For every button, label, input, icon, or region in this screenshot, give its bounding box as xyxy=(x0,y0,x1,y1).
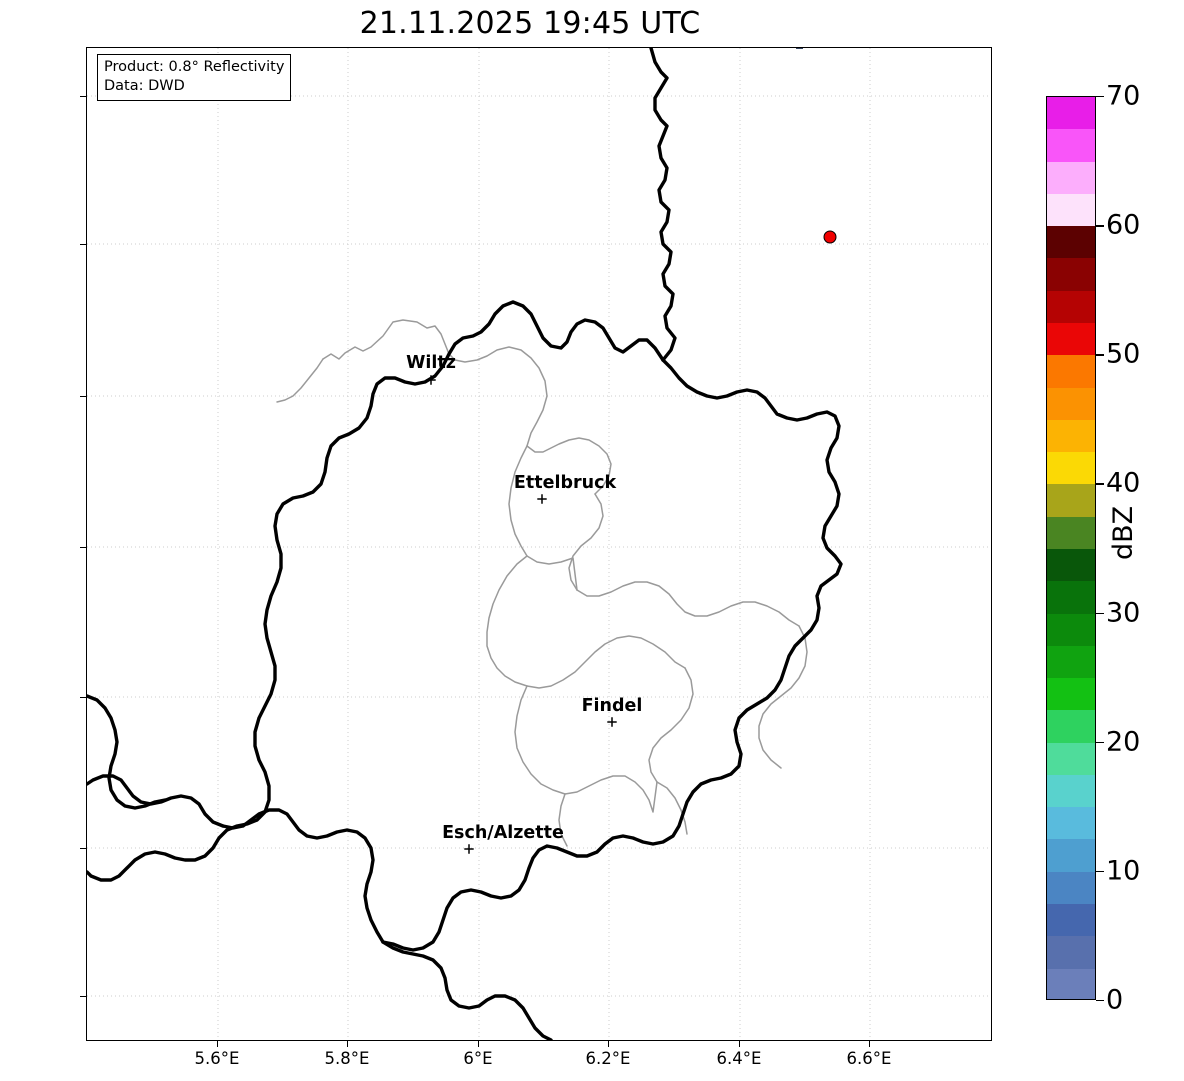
colorbar-band xyxy=(1047,258,1095,291)
colorbar-tick-label: 10 xyxy=(1106,855,1141,887)
colorbar-band xyxy=(1047,678,1095,711)
colorbar-band xyxy=(1047,355,1095,388)
colorbar-tick-mark xyxy=(1096,870,1104,873)
colorbar-axis-label: dBZ xyxy=(1108,505,1139,560)
colorbar-band xyxy=(1047,97,1095,130)
longitude-tick-label: 5.6°E xyxy=(194,1049,240,1068)
colorbar-band xyxy=(1047,290,1095,323)
colorbar-band xyxy=(1047,904,1095,937)
colorbar-band xyxy=(1047,452,1095,485)
colorbar-tick-label: 30 xyxy=(1106,597,1141,629)
city-marker-icon xyxy=(537,490,548,509)
longitude-tick-label: 5.8°E xyxy=(324,1049,370,1068)
colorbar-band xyxy=(1047,484,1095,517)
colorbar-tick-mark xyxy=(1096,612,1104,614)
page-title: 21.11.2025 19:45 UTC xyxy=(359,6,701,41)
colorbar-band xyxy=(1047,742,1095,775)
longitude-tick-mark xyxy=(608,1041,610,1047)
city-label-ettelbruck: Ettelbruck xyxy=(513,473,617,493)
colorbar-tick-label: 20 xyxy=(1106,726,1141,758)
colorbar-tick-mark xyxy=(1096,354,1104,356)
colorbar-band xyxy=(1047,774,1095,808)
colorbar-band xyxy=(1047,645,1095,679)
longitude-tick-label: 6°E xyxy=(463,1049,493,1068)
country-borders xyxy=(87,48,843,1040)
colorbar-tick-label: 70 xyxy=(1106,80,1141,112)
colorbar-tick-mark xyxy=(1096,1000,1104,1002)
longitude-tick-mark xyxy=(739,1041,741,1047)
colorbar-band xyxy=(1047,387,1095,420)
longitude-tick-mark xyxy=(217,1041,219,1047)
colorbar-band xyxy=(1047,613,1095,646)
longitude-tick-mark xyxy=(347,1041,349,1047)
latitude-tick-mark xyxy=(80,848,86,850)
latitude-tick-mark xyxy=(80,697,86,699)
longitude-tick-mark xyxy=(478,1041,480,1047)
city-marker-icon xyxy=(426,371,437,390)
colorbar-band xyxy=(1047,129,1095,162)
latitude-tick-mark xyxy=(80,547,86,549)
map-geometry xyxy=(87,48,991,1040)
colorbar-band xyxy=(1047,548,1095,582)
colorbar-band xyxy=(1047,839,1095,872)
colorbar-band xyxy=(1047,161,1095,194)
canton-borders xyxy=(276,319,808,847)
colorbar-band xyxy=(1047,710,1095,743)
latitude-tick-mark xyxy=(80,244,86,246)
colorbar-band xyxy=(1047,807,1095,840)
colorbar-band xyxy=(1047,936,1095,969)
radar-site-marker[interactable] xyxy=(823,230,837,244)
longitude-tick-mark xyxy=(869,1041,871,1047)
latitude-tick-mark xyxy=(80,996,86,998)
colorbar-tick-label: 60 xyxy=(1106,209,1141,241)
colorbar-band xyxy=(1047,322,1095,356)
colorbar-band xyxy=(1047,226,1095,259)
info-data-line: Data: DWD xyxy=(104,78,185,94)
colorbar-band xyxy=(1047,581,1095,614)
reflectivity-echo-pixel xyxy=(796,48,803,49)
colorbar-tick-label: 50 xyxy=(1106,338,1141,370)
city-label-esch-alzette: Esch/Alzette xyxy=(442,823,564,843)
city-marker-icon xyxy=(464,840,475,859)
reflectivity-colorbar[interactable] xyxy=(1046,96,1096,1000)
longitude-tick-label: 6.2°E xyxy=(585,1049,631,1068)
colorbar-tick-mark xyxy=(1096,741,1104,744)
city-label-findel: Findel xyxy=(581,696,643,716)
colorbar-band xyxy=(1047,871,1095,905)
gridlines xyxy=(87,48,991,1040)
colorbar-band xyxy=(1047,968,1095,999)
colorbar-band xyxy=(1047,193,1095,227)
colorbar-tick-label: 40 xyxy=(1106,467,1141,499)
colorbar-band xyxy=(1047,516,1095,549)
colorbar-tick-label: 0 xyxy=(1106,984,1124,1016)
latitude-tick-mark xyxy=(80,396,86,398)
colorbar-tick-mark xyxy=(1096,96,1104,98)
colorbar-band xyxy=(1047,419,1095,453)
info-box: Product: 0.8° Reflectivity Data: DWD xyxy=(97,54,292,101)
city-marker-icon xyxy=(607,713,618,732)
info-product-line: Product: 0.8° Reflectivity xyxy=(104,59,285,75)
latitude-tick-mark xyxy=(80,96,86,98)
city-label-wiltz: Wiltz xyxy=(406,353,456,373)
colorbar-tick-mark xyxy=(1096,483,1104,485)
colorbar-tick-mark xyxy=(1096,225,1104,227)
longitude-tick-label: 6.4°E xyxy=(716,1049,762,1068)
longitude-tick-label: 6.6°E xyxy=(846,1049,892,1068)
map-plot-area[interactable]: Product: 0.8° Reflectivity Data: DWD Wil… xyxy=(86,47,992,1041)
